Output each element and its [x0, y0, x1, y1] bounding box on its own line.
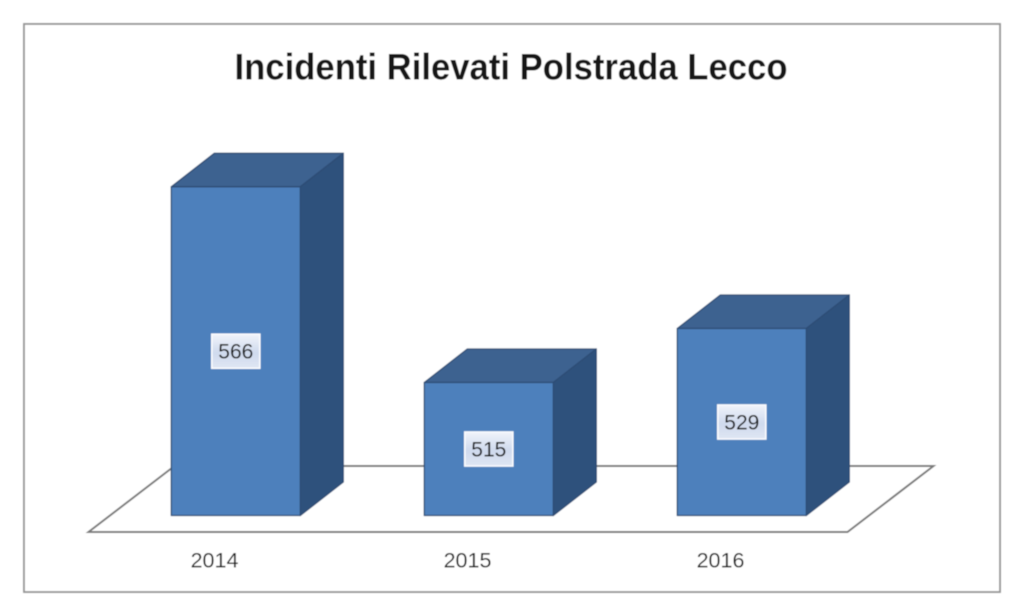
- svg-text:566: 566: [218, 341, 253, 364]
- svg-text:2016: 2016: [697, 549, 745, 573]
- svg-text:Incidenti Rilevati Polstrada L: Incidenti Rilevati Polstrada Lecco: [235, 47, 788, 88]
- svg-text:2014: 2014: [191, 549, 239, 573]
- svg-text:515: 515: [471, 438, 506, 461]
- svg-text:2015: 2015: [444, 549, 492, 573]
- svg-text:529: 529: [724, 411, 759, 434]
